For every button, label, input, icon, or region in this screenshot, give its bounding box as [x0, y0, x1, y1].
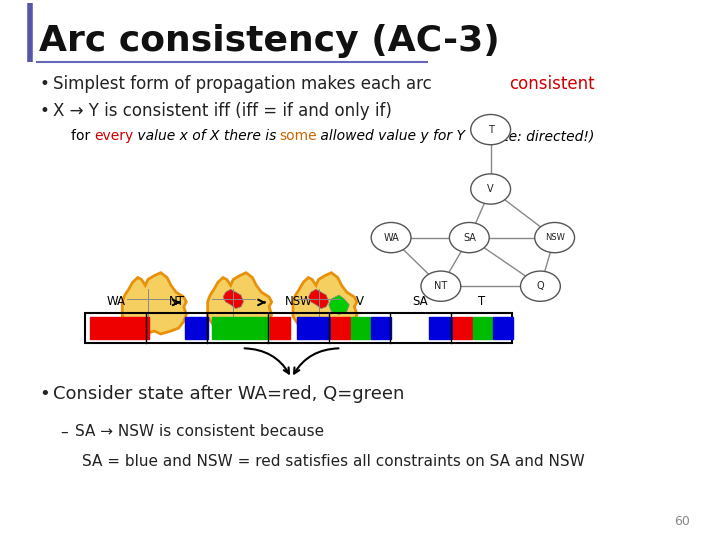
Text: T: T: [487, 125, 494, 134]
Bar: [453, 317, 472, 339]
Polygon shape: [293, 273, 357, 334]
Text: NT: NT: [168, 295, 185, 308]
Bar: [429, 317, 452, 339]
Text: consistent: consistent: [510, 75, 595, 93]
Polygon shape: [122, 273, 186, 334]
Bar: [90, 317, 149, 339]
Circle shape: [421, 271, 461, 301]
Text: V: V: [487, 184, 494, 194]
Text: NT: NT: [434, 281, 448, 291]
Text: SA → NSW is consistent because: SA → NSW is consistent because: [75, 424, 324, 440]
Text: SA: SA: [463, 233, 476, 242]
Text: •: •: [39, 75, 49, 93]
Text: SA = blue and NSW = red satisfies all constraints on SA and NSW: SA = blue and NSW = red satisfies all co…: [82, 454, 585, 469]
Circle shape: [535, 222, 575, 253]
Text: WA: WA: [107, 295, 125, 308]
Bar: [371, 317, 391, 339]
Circle shape: [372, 222, 411, 253]
Polygon shape: [329, 295, 349, 314]
Circle shape: [449, 222, 489, 253]
Bar: [270, 317, 290, 339]
Text: –: –: [60, 424, 68, 440]
Text: •: •: [39, 385, 50, 403]
Bar: [493, 317, 513, 339]
Text: SA: SA: [413, 295, 428, 308]
Text: Q: Q: [233, 295, 243, 308]
Text: V: V: [356, 295, 364, 308]
Bar: [297, 317, 330, 339]
Text: value x of X there is: value x of X there is: [133, 129, 281, 143]
Text: (note: directed!): (note: directed!): [464, 129, 595, 143]
Text: NSW: NSW: [285, 295, 312, 308]
Bar: [473, 317, 492, 339]
Bar: [212, 317, 271, 339]
Text: some: some: [279, 129, 317, 143]
Bar: [185, 317, 209, 339]
Text: Arc consistency (AC-3): Arc consistency (AC-3): [39, 24, 500, 57]
Text: T: T: [478, 295, 485, 308]
Circle shape: [471, 174, 510, 204]
Text: •: •: [39, 102, 49, 120]
Text: for: for: [71, 129, 95, 143]
Text: 60: 60: [674, 515, 690, 528]
Text: Q: Q: [536, 281, 544, 291]
Text: every: every: [94, 129, 134, 143]
Polygon shape: [308, 289, 329, 309]
Bar: [330, 317, 350, 339]
Text: allowed value y for Y: allowed value y for Y: [316, 129, 465, 143]
Bar: [351, 317, 370, 339]
Text: WA: WA: [383, 233, 399, 242]
Polygon shape: [207, 273, 271, 334]
Text: Simplest form of propagation makes each arc: Simplest form of propagation makes each …: [53, 75, 437, 93]
Text: Consider state after WA=red, Q=green: Consider state after WA=red, Q=green: [53, 385, 405, 403]
Text: X → Y is consistent iff (iff = if and only if): X → Y is consistent iff (iff = if and on…: [53, 102, 392, 120]
Circle shape: [471, 114, 510, 145]
Circle shape: [521, 271, 560, 301]
Text: NSW: NSW: [545, 233, 564, 242]
Polygon shape: [223, 289, 243, 309]
